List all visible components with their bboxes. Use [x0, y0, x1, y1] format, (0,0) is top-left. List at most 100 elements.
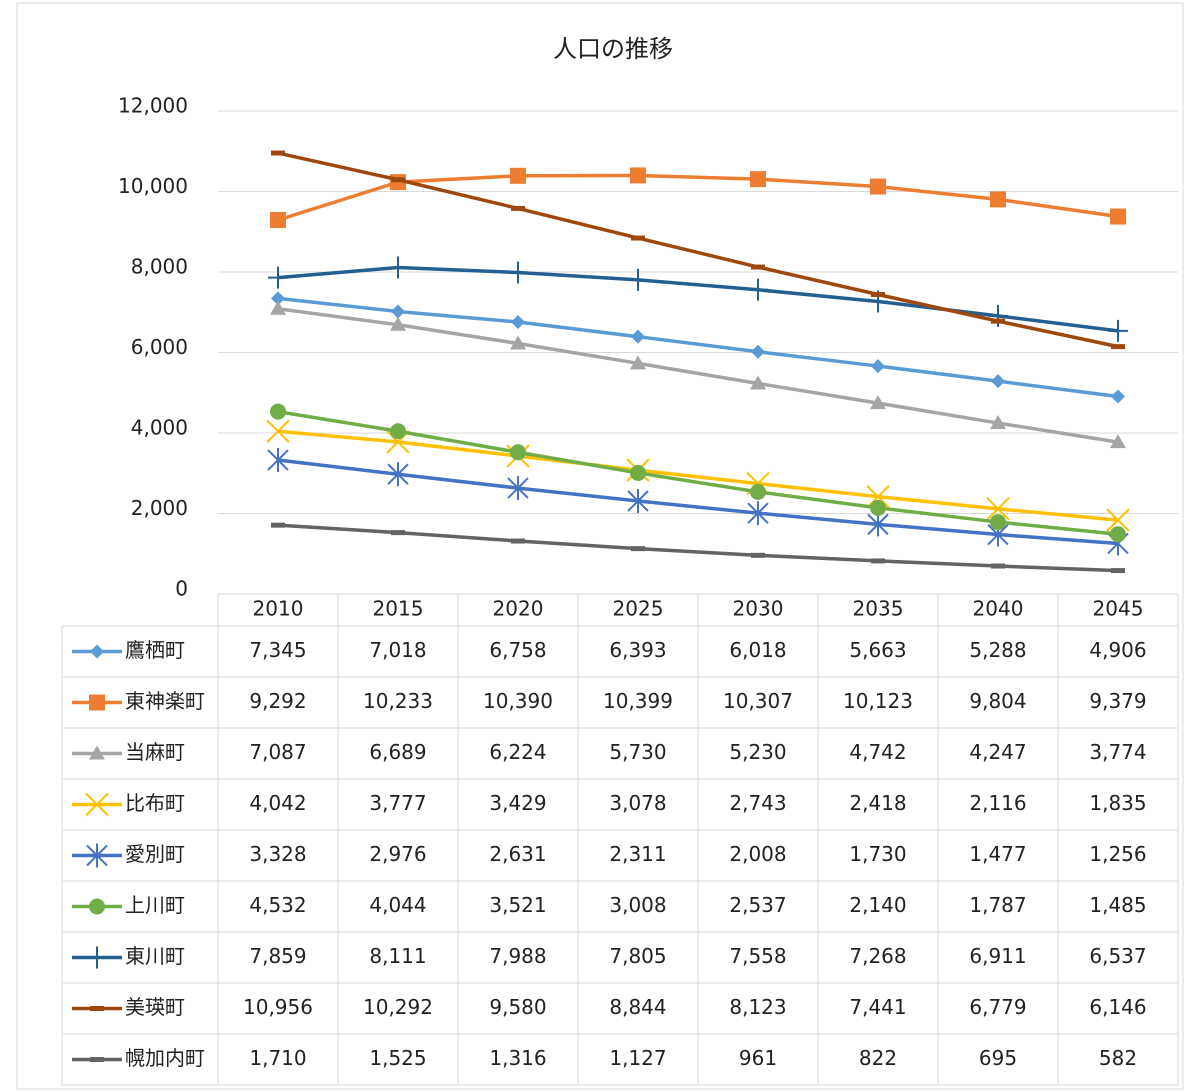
marker	[387, 462, 409, 487]
marker	[1110, 526, 1126, 543]
marker	[870, 499, 886, 516]
series-line	[277, 173, 1119, 222]
table-value: 7,859	[249, 944, 306, 968]
marker	[747, 501, 769, 526]
marker	[508, 261, 528, 284]
marker	[630, 355, 646, 370]
table-value: 1,477	[969, 842, 1026, 866]
table-value: 2,418	[849, 791, 906, 815]
table-value: 582	[1099, 1046, 1137, 1070]
table-value: 7,268	[849, 944, 906, 968]
table-value: 1,787	[969, 893, 1026, 917]
legend-label: 美瑛町	[125, 995, 185, 1019]
y-tick-label: 6,000	[131, 335, 188, 359]
table-value: 8,111	[369, 944, 426, 968]
x-tick-label: 2035	[853, 597, 904, 621]
marker	[866, 484, 890, 509]
marker	[85, 792, 109, 817]
table-value: 4,247	[969, 740, 1026, 764]
marker	[87, 946, 107, 969]
table-value: 1,835	[1089, 791, 1146, 815]
table-value: 2,537	[729, 893, 786, 917]
table-value: 1,485	[1089, 893, 1146, 917]
marker	[990, 514, 1006, 531]
marker	[627, 488, 649, 513]
marker	[750, 483, 766, 500]
table-value: 7,441	[849, 995, 906, 1019]
marker	[871, 359, 885, 374]
table-value: 695	[979, 1046, 1017, 1070]
marker	[1110, 434, 1126, 449]
legend-label: 東神楽町	[125, 689, 205, 713]
table-value: 4,906	[1089, 638, 1146, 662]
legend-label: 上川町	[125, 893, 185, 917]
table-value: 10,123	[843, 689, 913, 713]
marker	[510, 167, 526, 184]
marker	[386, 430, 410, 454]
table-value: 1,710	[249, 1046, 306, 1070]
marker	[388, 256, 408, 279]
table-value: 2,311	[609, 842, 666, 866]
x-tick-label: 2040	[973, 597, 1024, 621]
table-value: 3,429	[489, 791, 546, 815]
table-value: 9,580	[489, 995, 546, 1019]
y-tick-label: 0	[175, 577, 188, 601]
x-tick-label: 2020	[493, 597, 544, 621]
table-value: 4,742	[849, 740, 906, 764]
y-tick-label: 2,000	[131, 496, 188, 520]
x-tick-label: 2010	[253, 597, 304, 621]
table-value: 6,537	[1089, 944, 1146, 968]
table-value: 4,044	[369, 893, 426, 917]
legend-label: 幌加内町	[125, 1046, 205, 1070]
table-value: 2,008	[729, 842, 786, 866]
table-value: 1,730	[849, 842, 906, 866]
table-value: 2,116	[969, 791, 1026, 815]
marker	[751, 344, 765, 359]
marker	[89, 898, 105, 915]
marker	[630, 167, 646, 184]
marker	[870, 395, 886, 410]
table-value: 10,399	[603, 689, 673, 713]
table-value: 822	[859, 1046, 897, 1070]
table-value: 6,758	[489, 638, 546, 662]
marker	[89, 694, 105, 711]
marker	[511, 314, 525, 329]
series-line	[277, 458, 1119, 546]
y-tick-label: 12,000	[118, 94, 188, 118]
table-value: 3,777	[369, 791, 426, 815]
table-value: 5,288	[969, 638, 1026, 662]
marker	[266, 419, 290, 444]
table-value: 8,123	[729, 995, 786, 1019]
table-value: 6,911	[969, 944, 1026, 968]
table-value: 1,525	[369, 1046, 426, 1070]
marker	[390, 423, 406, 440]
series-line	[277, 523, 1119, 573]
table-value: 7,558	[729, 944, 786, 968]
table-value: 6,224	[489, 740, 546, 764]
marker	[510, 444, 526, 461]
marker	[1111, 389, 1125, 404]
table-value: 10,956	[243, 995, 313, 1019]
table-value: 4,042	[249, 791, 306, 815]
table-value: 2,631	[489, 842, 546, 866]
table-value: 1,256	[1089, 842, 1146, 866]
table-value: 10,292	[363, 995, 433, 1019]
table-value: 1,316	[489, 1046, 546, 1070]
table-value: 7,087	[249, 740, 306, 764]
marker	[986, 497, 1010, 521]
marker	[750, 375, 766, 390]
table-value: 2,140	[849, 893, 906, 917]
y-tick-label: 8,000	[131, 255, 188, 279]
marker	[750, 171, 766, 188]
table-value: 5,663	[849, 638, 906, 662]
table-value: 7,805	[609, 944, 666, 968]
table-value: 9,804	[969, 689, 1026, 713]
marker	[270, 403, 286, 420]
marker	[870, 178, 886, 195]
marker	[1108, 319, 1128, 342]
table-value: 10,307	[723, 689, 793, 713]
x-tick-label: 2045	[1093, 597, 1144, 621]
series-line	[277, 151, 1119, 349]
marker	[991, 374, 1005, 389]
